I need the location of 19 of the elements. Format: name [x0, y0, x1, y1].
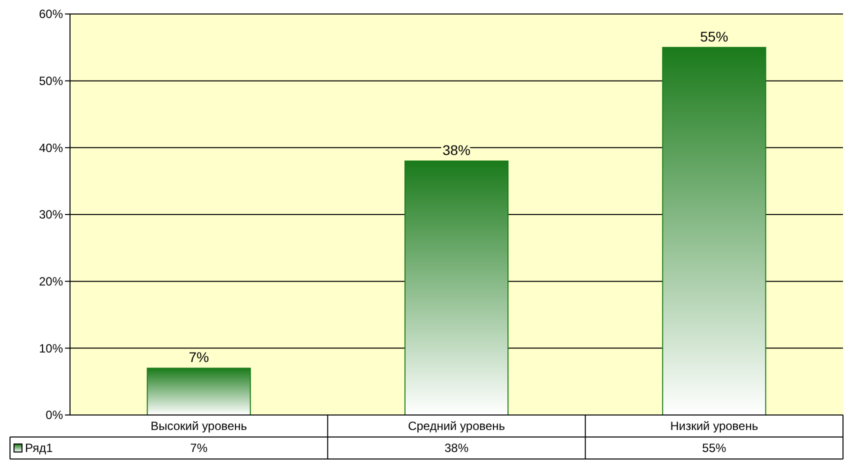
x-tick-label: Высокий уровень	[150, 419, 248, 434]
legend-label: Ряд1	[25, 441, 54, 456]
text: 7%	[188, 349, 209, 366]
x-tick-label: Средний уровень	[408, 419, 506, 434]
text: 55%	[700, 28, 728, 44]
y-tick-label: 50%	[38, 74, 64, 88]
y-tick-label: 60%	[38, 7, 64, 22]
bar	[146, 368, 251, 416]
data-label: 7%	[190, 441, 208, 456]
y-tick-label: 0%	[46, 408, 64, 422]
y-tick-label: 10%	[38, 341, 64, 356]
y-tick-label: 20%	[38, 274, 64, 289]
bar	[404, 160, 509, 416]
x-tick-label: Низкий уровень	[670, 419, 758, 434]
y-tick-label: 40%	[38, 140, 64, 155]
y-tick-label: 30%	[38, 208, 64, 222]
bar	[662, 46, 766, 416]
data-label: 55%	[702, 441, 726, 456]
data-label: 38%	[444, 441, 469, 456]
